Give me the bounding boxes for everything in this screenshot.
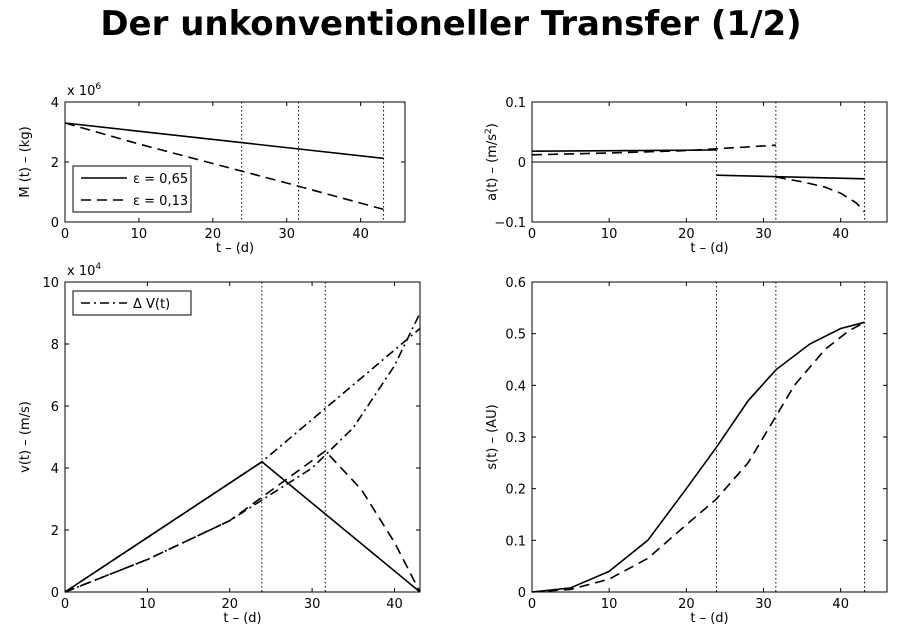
x-tick-label: 0 — [61, 597, 69, 612]
y-tick-label: −0.1 — [494, 216, 526, 231]
x-tick-label: 40 — [386, 597, 403, 612]
plot-frame — [64, 281, 421, 593]
x-tick-label: 20 — [221, 597, 238, 612]
x-tick-label: 20 — [678, 227, 695, 242]
x-tick-label: 30 — [278, 227, 295, 242]
series-line-solid — [531, 321, 865, 593]
series-line-solid — [64, 122, 384, 160]
x-tick-label: 20 — [678, 597, 695, 612]
series-line-dashed — [531, 144, 776, 156]
y-tick-label: 0 — [51, 216, 59, 231]
series-line-dashdot — [64, 327, 421, 593]
plot-frame — [531, 281, 888, 593]
series-line-dashed — [64, 122, 384, 211]
y-axis-label: M (t) – (kg) — [18, 126, 33, 197]
x-tick-label: 40 — [832, 597, 849, 612]
y-tick-label: 2 — [51, 156, 59, 171]
legend: Δ V(t) — [72, 290, 192, 316]
y-tick-label: 2 — [51, 524, 59, 539]
y-tick-label: 0.1 — [505, 534, 526, 549]
x-tick-label: 30 — [304, 597, 321, 612]
legend-box — [72, 165, 192, 213]
axis-multiplier: x 106 — [67, 82, 101, 99]
legend-label: ε = 0,13 — [133, 194, 188, 209]
x-axis-label: t – (d) — [690, 611, 728, 626]
y-axis-label: v(t) – (m/s) — [18, 401, 33, 473]
chart-panel-2: 0 10 20 30 40−0.100.1t – (d)a(t) – (m/s2) — [484, 96, 888, 256]
y-tick-label: 10 — [42, 276, 59, 291]
y-tick-label: 4 — [51, 96, 59, 111]
series-line-dashed — [775, 176, 866, 213]
x-tick-label: 40 — [352, 227, 369, 242]
y-tick-label: 0 — [51, 586, 59, 601]
series-line-dashed — [64, 449, 421, 593]
x-tick-label: 40 — [832, 227, 849, 242]
x-tick-label: 10 — [139, 597, 156, 612]
series-line-solid — [531, 149, 717, 152]
legend-label: Δ V(t) — [133, 297, 170, 312]
series-line-dashdot — [64, 312, 421, 593]
series-line-solid — [64, 460, 421, 593]
axis-multiplier: x 104 — [67, 262, 101, 279]
y-tick-label: 0.6 — [505, 276, 526, 291]
legend-label: ε = 0,65 — [133, 172, 188, 187]
x-tick-label: 10 — [131, 227, 148, 242]
series-line-dashed — [531, 321, 865, 593]
chart-panel-1: 0 10 20 30 40 0 2 4 t – (d) M (t) – (kg) x 106 ε = … — [18, 82, 406, 256]
chart-panel-3: 0 10 20 30 40 0 2 4 6 8 10 t – (d) v(t) – (m/s) x 104… — [18, 262, 421, 626]
y-tick-label: 0.5 — [505, 328, 526, 343]
x-tick-label: 0 — [61, 227, 69, 242]
x-tick-label: 30 — [755, 227, 772, 242]
x-tick-label: 0 — [528, 597, 536, 612]
y-axis-label: a(t) – (m/s2) — [484, 123, 500, 201]
y-tick-label: 0.2 — [505, 483, 526, 498]
page-title: Der unkonventioneller Transfer (1/2) — [100, 4, 802, 44]
y-tick-label: 6 — [51, 400, 59, 415]
x-tick-label: 30 — [755, 597, 772, 612]
legend-box — [72, 290, 192, 316]
y-axis-label: s(t) – (AU) — [485, 404, 500, 469]
y-tick-label: 8 — [51, 338, 59, 353]
x-axis-label: t – (d) — [223, 611, 261, 626]
y-tick-label: 0 — [518, 156, 526, 171]
legend: ε = 0,65 ε = 0,13 — [72, 165, 192, 213]
x-tick-label: 0 — [528, 227, 536, 242]
y-tick-label: 0.4 — [505, 379, 526, 394]
series-line-solid — [716, 174, 865, 180]
y-tick-label: 0.3 — [505, 431, 526, 446]
y-tick-label: 0 — [518, 586, 526, 601]
x-axis-label: t – (d) — [216, 241, 254, 256]
y-tick-label: 4 — [51, 462, 59, 477]
y-tick-label: 0.1 — [505, 96, 526, 111]
chart-panel-4: 0 10 20 30 40 0 0.1 0.2 0.3 0.4 0.5 0.6 t – (d) s(t) … — [485, 276, 888, 626]
x-tick-label: 20 — [205, 227, 222, 242]
x-axis-label: t – (d) — [690, 241, 728, 256]
x-tick-label: 10 — [601, 597, 618, 612]
x-tick-label: 10 — [601, 227, 618, 242]
